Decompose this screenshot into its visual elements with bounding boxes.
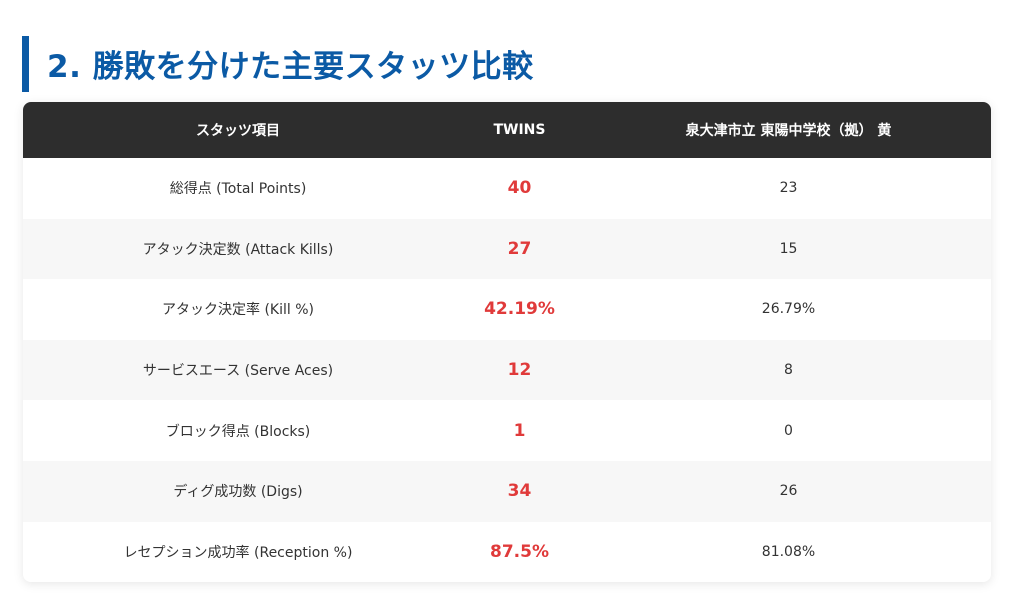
stat-label: ディグ成功数 (Digs) <box>173 484 303 501</box>
twins-value: 87.5% <box>490 541 549 562</box>
table-row: ディグ成功数 (Digs) 34 26 <box>23 460 991 522</box>
opponent-value: 8 <box>784 362 793 379</box>
twins-value: 42.19% <box>484 299 555 320</box>
twins-value: 1 <box>513 420 526 441</box>
opponent-value: 26 <box>779 483 798 500</box>
twins-value: 12 <box>507 360 532 381</box>
opponent-value: 15 <box>779 240 798 257</box>
table-header-row: スタッツ項目 TWINS 泉大津市立 東陽中学校（拠） 黄 <box>23 102 991 158</box>
section-title: 2. 勝敗を分けた主要スタッツ比較 <box>22 35 534 92</box>
twins-value: 27 <box>507 238 532 259</box>
stat-label: 総得点 (Total Points) <box>169 181 307 198</box>
opponent-value: 0 <box>784 422 793 439</box>
table-row: ブロック得点 (Blocks) 1 0 <box>23 400 991 461</box>
opponent-value: 26.79% <box>761 301 816 318</box>
header-twins: TWINS <box>493 122 546 138</box>
twins-value: 34 <box>507 481 532 502</box>
stat-label: ブロック得点 (Blocks) <box>165 423 311 440</box>
header-stat-item: スタッツ項目 <box>196 123 280 139</box>
header-opponent: 泉大津市立 東陽中学校（拠） 黄 <box>685 123 892 139</box>
stat-label: アタック決定率 (Kill %) <box>162 302 314 319</box>
stats-table-card: スタッツ項目 TWINS 泉大津市立 東陽中学校（拠） 黄 総得点 (Total… <box>23 102 991 582</box>
stat-label: アタック決定数 (Attack Kills) <box>142 241 334 258</box>
stat-label: サービスエース (Serve Aces) <box>142 363 334 380</box>
twins-value: 40 <box>507 178 532 199</box>
stat-label: レセプション成功率 (Reception %) <box>123 544 353 561</box>
opponent-value: 81.08% <box>761 543 816 560</box>
table-row: サービスエース (Serve Aces) 12 8 <box>23 339 991 401</box>
table-row: アタック決定数 (Attack Kills) 27 15 <box>23 218 991 280</box>
stats-comparison-table: スタッツ項目 TWINS 泉大津市立 東陽中学校（拠） 黄 総得点 (Total… <box>23 102 991 582</box>
table-row: 総得点 (Total Points) 40 23 <box>23 158 991 219</box>
opponent-value: 23 <box>779 180 798 197</box>
table-row: アタック決定率 (Kill %) 42.19% 26.79% <box>23 279 991 340</box>
table-row: レセプション成功率 (Reception %) 87.5% 81.08% <box>23 521 991 582</box>
